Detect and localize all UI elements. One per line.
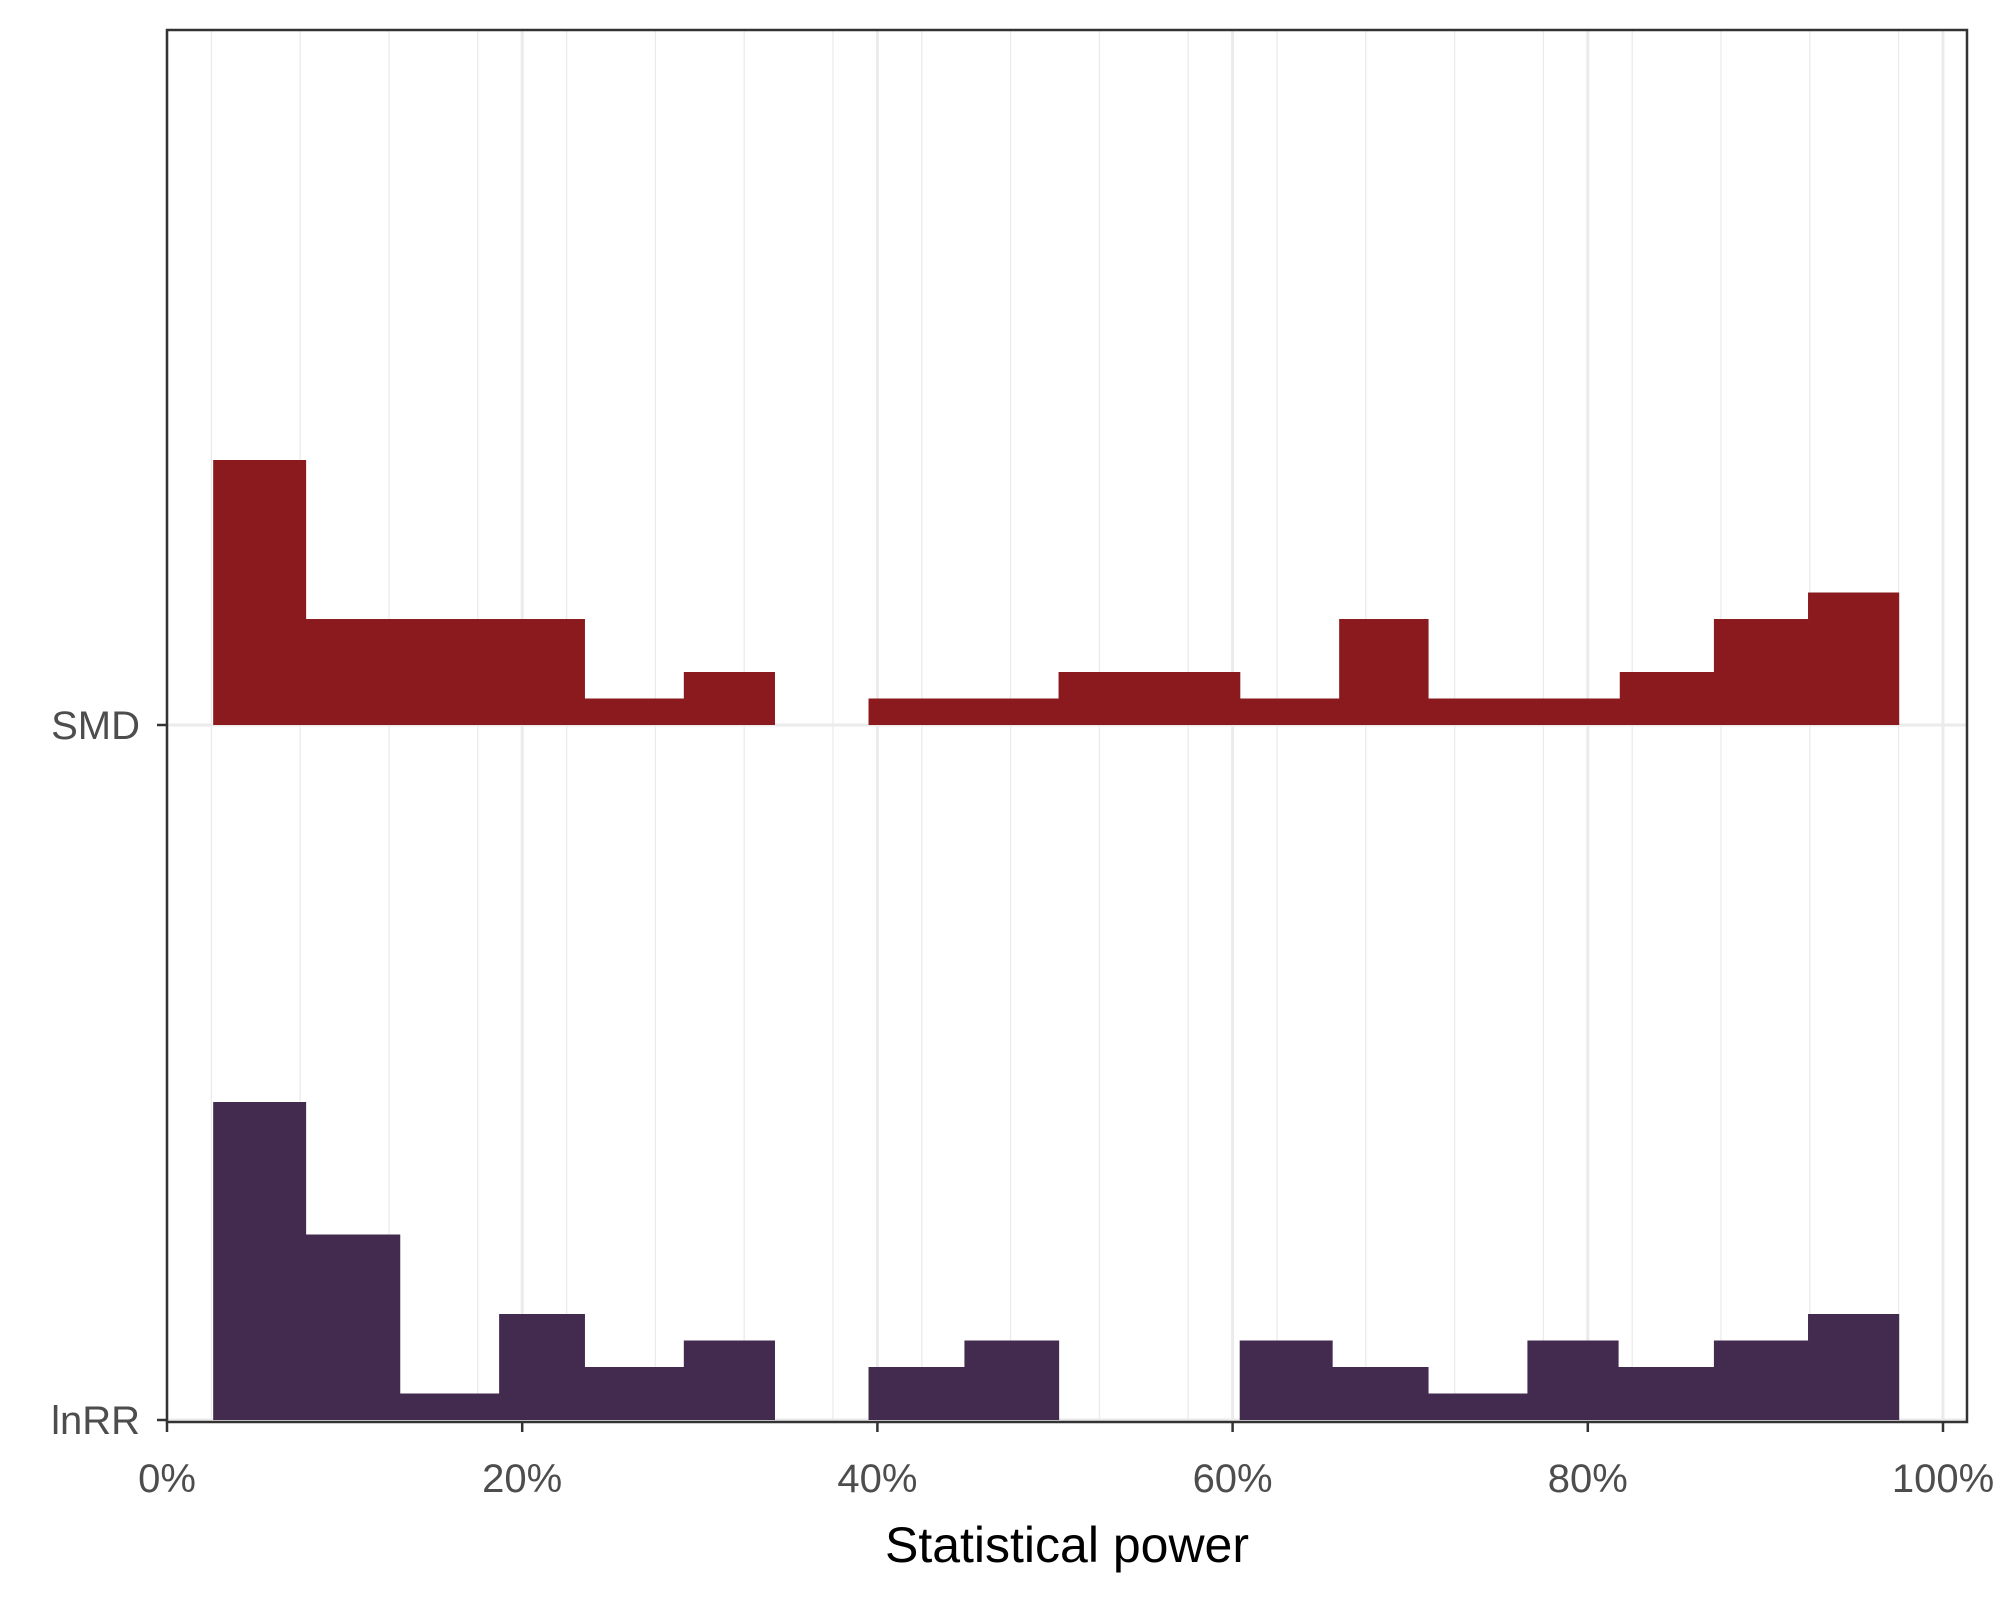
histogram-bar-lnrr	[399, 1393, 500, 1420]
histogram-bar-smd	[964, 698, 1060, 725]
histogram-bar-lnrr	[964, 1340, 1060, 1420]
histogram-bar-lnrr	[584, 1367, 685, 1420]
histogram-bar-smd	[1239, 698, 1340, 725]
histogram-bar-lnrr	[868, 1367, 966, 1420]
histogram-bar-smd	[1150, 672, 1241, 725]
histogram-bar-lnrr	[1808, 1314, 1900, 1420]
histogram-bar-smd	[213, 460, 307, 725]
x-tick-label: 80%	[1548, 1457, 1628, 1501]
histogram-bar-smd	[1527, 698, 1621, 725]
x-tick-label: 100%	[1892, 1457, 1994, 1501]
histogram-bar-lnrr	[1332, 1367, 1429, 1420]
histogram-bar-lnrr	[1239, 1340, 1333, 1420]
histogram-bar-lnrr	[1617, 1367, 1715, 1420]
histogram-bar-smd	[1808, 592, 1900, 725]
histogram-bar-lnrr	[1713, 1340, 1809, 1420]
x-tick-label: 20%	[482, 1457, 562, 1501]
histogram-bar-smd	[683, 672, 775, 725]
histogram-bar-smd	[1427, 698, 1529, 725]
x-tick-label: 0%	[138, 1457, 196, 1501]
x-tick-label: 60%	[1193, 1457, 1273, 1501]
histogram-bar-lnrr	[305, 1234, 401, 1420]
y-category-label: lnRR	[51, 1399, 140, 1443]
histogram-bar-smd	[492, 619, 585, 725]
histogram-bar-smd	[1619, 672, 1715, 725]
histogram-bar-smd	[868, 698, 966, 725]
histogram-bar-lnrr	[213, 1102, 307, 1420]
axes: 0% 20% 40% 60% 80% 100% SMD lnRR	[51, 704, 1994, 1501]
histogram-bar-lnrr	[1527, 1340, 1619, 1420]
histogram-bar-smd	[1339, 619, 1429, 725]
histogram-bar-smd	[584, 698, 685, 725]
histogram-bar-smd	[1713, 619, 1809, 725]
histogram-bar-smd	[305, 619, 401, 725]
x-axis-title: Statistical power	[885, 1517, 1249, 1573]
histogram-bar-lnrr	[1427, 1393, 1529, 1420]
histogram-bar-smd	[399, 619, 493, 725]
histogram-bar-smd	[1058, 672, 1152, 725]
histogram-bar-lnrr	[499, 1314, 585, 1420]
histogram-bars	[213, 460, 1900, 1420]
x-tick-label: 40%	[837, 1457, 917, 1501]
histogram-bar-lnrr	[683, 1340, 775, 1420]
y-category-label: SMD	[51, 704, 140, 748]
